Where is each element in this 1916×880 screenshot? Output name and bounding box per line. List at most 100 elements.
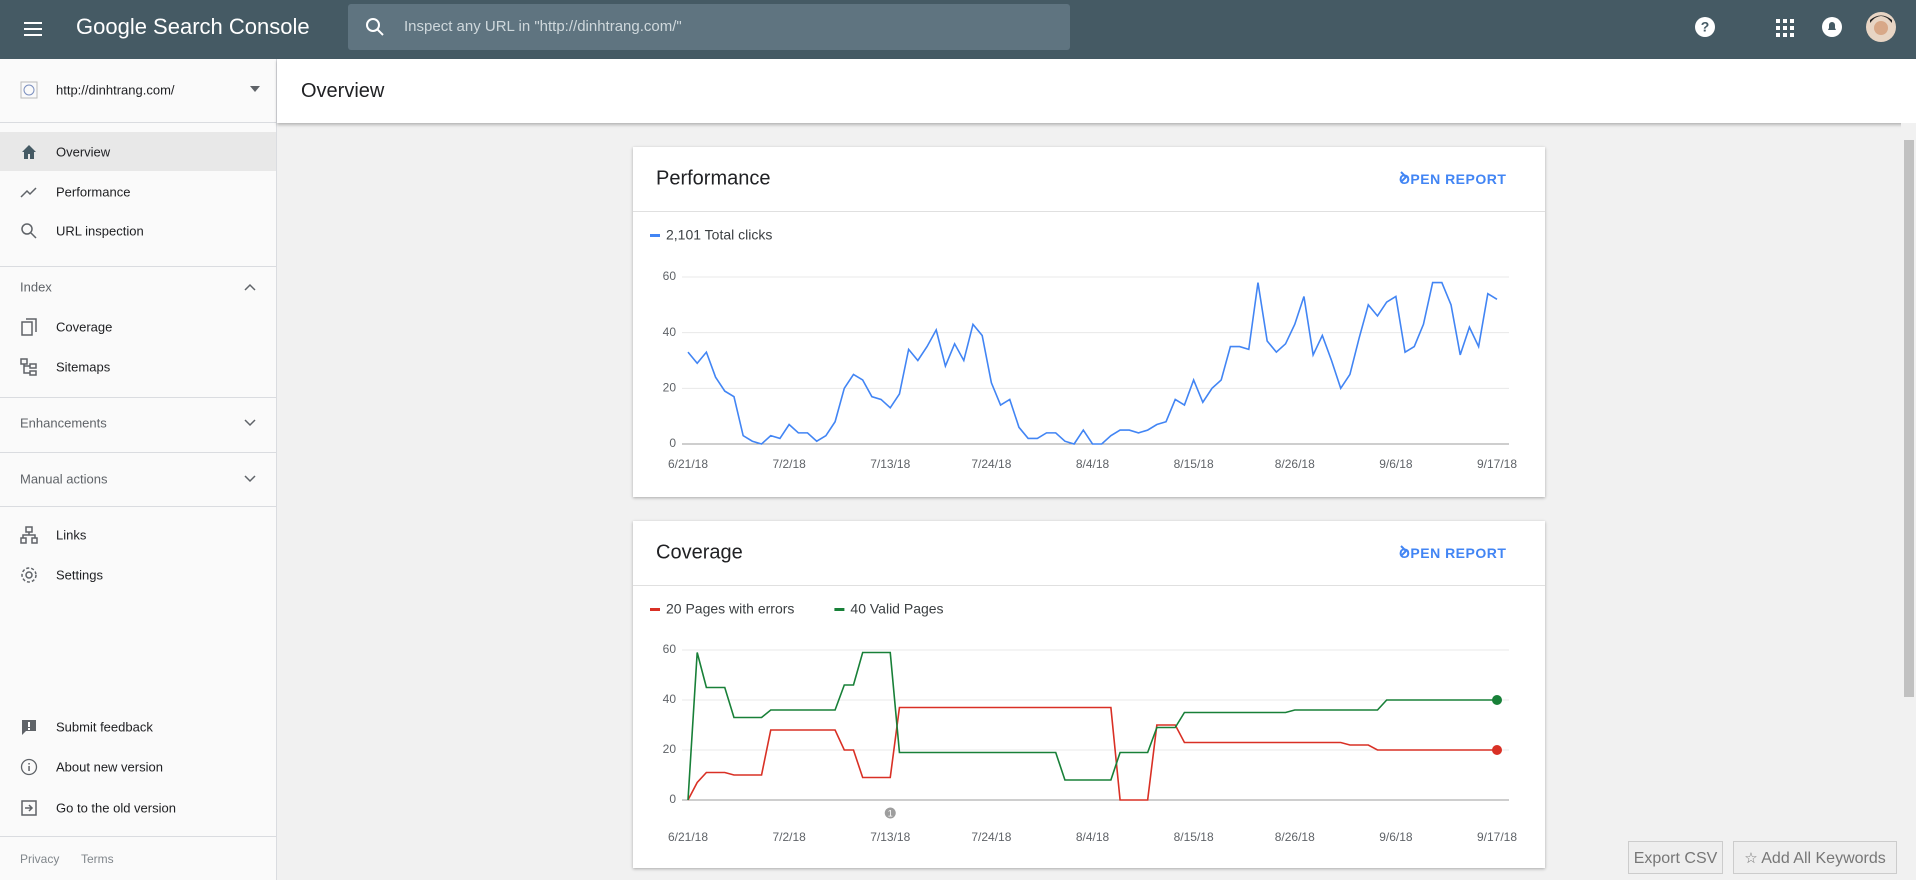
nav-item[interactable]: Sitemaps — [56, 360, 110, 375]
card-title: Performance — [656, 168, 771, 191]
coverage-card: 02040606/21/187/2/187/13/187/24/188/4/18… — [633, 521, 1545, 868]
nav-item[interactable]: URL inspection — [56, 224, 144, 239]
y-tick-label: 40 — [663, 325, 677, 339]
nav-item[interactable]: Links — [56, 528, 86, 543]
dropdown-arrow[interactable] — [250, 86, 262, 94]
annotation-label: 1 — [888, 808, 893, 818]
search-icon — [364, 16, 386, 38]
x-tick-label: 6/21/18 — [668, 457, 708, 471]
active-item-bg — [0, 132, 276, 171]
x-tick-label: 6/21/18 — [668, 830, 708, 844]
search-box[interactable]: Inspect any URL in "http://dinhtrang.com… — [348, 4, 1070, 50]
legend-swatch — [650, 234, 660, 237]
link-text[interactable]: OPEN REPORT — [1399, 545, 1506, 561]
collapse-arrow[interactable] — [244, 282, 256, 292]
coverage-chart: 02040606/21/187/2/187/13/187/24/188/4/18… — [633, 521, 1545, 868]
section-heading[interactable]: Enhancements — [20, 416, 107, 431]
top-bar: Google Search Console Inspect any URL in… — [0, 0, 1916, 59]
divider — [0, 397, 276, 398]
trend-icon — [20, 183, 38, 201]
x-tick-label: 9/17/18 — [1477, 830, 1517, 844]
search-placeholder: Inspect any URL in "http://dinhtrang.com… — [404, 18, 682, 35]
page-title: Overview — [301, 80, 384, 103]
apps-button[interactable] — [1775, 18, 1795, 38]
sitemap-icon — [20, 358, 38, 376]
divider — [0, 122, 276, 123]
legend-swatch — [834, 608, 844, 611]
x-tick-label: 7/24/18 — [971, 830, 1011, 844]
exit-icon — [20, 799, 38, 817]
x-tick-label: 7/24/18 — [971, 457, 1011, 471]
nav-item[interactable]: Coverage — [56, 320, 112, 335]
nav-item[interactable]: Go to the old version — [56, 801, 176, 816]
y-tick-label: 0 — [669, 436, 676, 450]
add-keywords-button[interactable]: ☆ Add All Keywords — [1733, 841, 1897, 874]
legend-swatch — [650, 608, 660, 611]
nav-item[interactable]: Performance — [56, 185, 130, 200]
expand-arrow[interactable] — [244, 474, 256, 484]
links-icon — [20, 526, 38, 544]
settings-icon — [20, 566, 38, 584]
y-tick-label: 0 — [669, 792, 676, 806]
divider — [633, 585, 1545, 586]
avatar[interactable] — [1865, 11, 1897, 43]
series-line — [688, 708, 1497, 801]
page-header: Overview — [277, 59, 1916, 123]
x-tick-label: 8/26/18 — [1275, 830, 1315, 844]
divider — [0, 506, 276, 507]
section-heading[interactable]: Manual actions — [20, 472, 107, 487]
menu-button[interactable] — [22, 18, 44, 40]
end-marker — [1492, 695, 1502, 705]
product-name[interactable]: Google Search Console — [76, 14, 310, 40]
series-line — [688, 283, 1497, 444]
scrollbar[interactable] — [1901, 123, 1916, 880]
x-tick-label: 8/15/18 — [1174, 830, 1214, 844]
open-report-link[interactable]: OPEN REPORT — [1399, 545, 1506, 561]
legend-label: 40 Valid Pages — [850, 601, 943, 617]
performance-chart: 02040606/21/187/2/187/13/187/24/188/4/18… — [633, 147, 1545, 497]
divider — [0, 266, 276, 267]
notifications-button[interactable] — [1821, 16, 1843, 38]
button-text[interactable]: Add All Keywords — [1761, 850, 1886, 867]
x-tick-label: 9/6/18 — [1379, 457, 1413, 471]
nav-item[interactable]: Submit feedback — [56, 720, 153, 735]
divider — [0, 836, 276, 837]
property-icon — [20, 81, 38, 99]
scrollbar-thumb[interactable] — [1904, 140, 1914, 697]
x-tick-label: 8/4/18 — [1076, 830, 1110, 844]
series-line — [688, 653, 1497, 801]
export-csv-button[interactable]: Export CSV — [1628, 841, 1723, 874]
chevron — [1399, 171, 1409, 183]
nav-item[interactable]: Overview — [56, 145, 110, 160]
legend-label: 20 Pages with errors — [666, 601, 794, 617]
y-tick-label: 20 — [663, 381, 677, 395]
y-tick-label: 20 — [663, 742, 677, 756]
legend-label: 2,101 Total clicks — [666, 227, 772, 243]
sidebar: http://dinhtrang.com/ Overview Performan… — [0, 59, 277, 880]
property-selector[interactable]: http://dinhtrang.com/ — [56, 83, 175, 98]
help-button[interactable]: ? — [1693, 15, 1717, 39]
footer-link[interactable]: Privacy — [20, 852, 59, 866]
nav-item[interactable]: About new version — [56, 760, 163, 775]
x-tick-label: 8/26/18 — [1275, 457, 1315, 471]
coverage-icon — [20, 318, 38, 336]
x-tick-label: 9/17/18 — [1477, 457, 1517, 471]
info-icon — [20, 758, 38, 776]
y-tick-label: 40 — [663, 692, 677, 706]
x-tick-label: 8/4/18 — [1076, 457, 1110, 471]
link-text[interactable]: OPEN REPORT — [1399, 171, 1506, 187]
footer-link[interactable]: Terms — [81, 852, 114, 866]
x-tick-label: 8/15/18 — [1174, 457, 1214, 471]
open-report-link[interactable]: OPEN REPORT — [1399, 171, 1506, 187]
feedback-icon — [20, 718, 38, 736]
card-title: Coverage — [656, 542, 743, 565]
section-heading[interactable]: Index — [20, 280, 52, 295]
nav-item[interactable]: Settings — [56, 568, 103, 583]
x-tick-label: 9/6/18 — [1379, 830, 1413, 844]
y-tick-label: 60 — [663, 269, 677, 283]
divider — [633, 211, 1545, 212]
search-icon — [20, 222, 38, 240]
expand-arrow[interactable] — [244, 418, 256, 428]
performance-card: 02040606/21/187/2/187/13/187/24/188/4/18… — [633, 147, 1545, 497]
